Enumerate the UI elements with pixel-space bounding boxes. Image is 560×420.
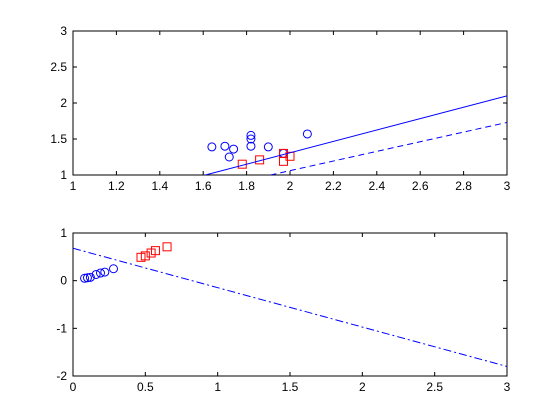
x-tick-label: 1.8 [238, 179, 255, 193]
circle-marker [95, 268, 105, 278]
circle-marker [246, 134, 256, 144]
x-tick-label: 2 [287, 179, 294, 193]
top-axes: 1 1.2 1.4 1.6 1.8 2 2.2 2.4 2.6 2.8 3 1 1.5 2 2.5 3 [50, 24, 510, 193]
y-tick-label: 3 [60, 24, 67, 38]
fit-line-dashdot [73, 247, 507, 367]
circle-marker [263, 142, 273, 152]
square-marker [150, 246, 160, 256]
axes-frame [72, 30, 508, 176]
circle-marker [109, 264, 119, 274]
square-marker [140, 251, 150, 261]
y-tick-label: -1 [56, 321, 67, 335]
circle-marker [220, 141, 230, 151]
circle-marker [224, 152, 234, 162]
circle-marker [80, 273, 90, 283]
fit-line-solid [205, 95, 507, 175]
x-tick-label: 1 [214, 380, 221, 394]
y-tick-label: 1.5 [50, 132, 67, 146]
square-marker [162, 242, 172, 252]
y-tick-label: 2.5 [50, 60, 67, 74]
plot-area [73, 242, 507, 367]
axes-frame [72, 232, 508, 377]
x-tick-label: 2.4 [368, 179, 385, 193]
bottom-axes: 0 0.5 1 1.5 2 2.5 3 -2 -1 0 1 [56, 226, 510, 394]
x-tick-label: 1.2 [108, 179, 125, 193]
x-tick-label: 1.5 [282, 380, 299, 394]
x-tick-label: 3 [504, 179, 511, 193]
x-tick-label: 2 [359, 380, 366, 394]
circle-marker [246, 141, 256, 151]
circle-marker [82, 273, 92, 283]
circle-marker [302, 129, 312, 139]
x-tick-label: 2.5 [426, 380, 443, 394]
fit-line-dashed [270, 121, 507, 175]
circle-marker [246, 130, 256, 140]
circle-marker [85, 272, 95, 282]
y-tick-label: -2 [56, 369, 67, 383]
square-marker [278, 156, 288, 166]
y-tick-label: 1 [60, 168, 67, 182]
x-tick-label: 2.8 [455, 179, 472, 193]
x-tick-label: 1.4 [151, 179, 168, 193]
x-tick-label: 2.6 [412, 179, 429, 193]
y-tick-label: 2 [60, 96, 67, 110]
x-tick-label: 1.6 [195, 179, 212, 193]
y-tick-label: 0 [60, 274, 67, 288]
plot-area [205, 95, 507, 175]
x-tick-label: 2.2 [325, 179, 342, 193]
x-tick-label: 1 [70, 179, 77, 193]
y-tick-label: 1 [60, 226, 67, 240]
x-tick-label: 3 [504, 380, 511, 394]
x-tick-label: 0 [70, 380, 77, 394]
circle-marker [229, 144, 239, 154]
x-tick-label: 0.5 [137, 380, 154, 394]
circle-marker [91, 269, 101, 279]
circle-marker [100, 267, 110, 277]
circle-marker [207, 142, 217, 152]
